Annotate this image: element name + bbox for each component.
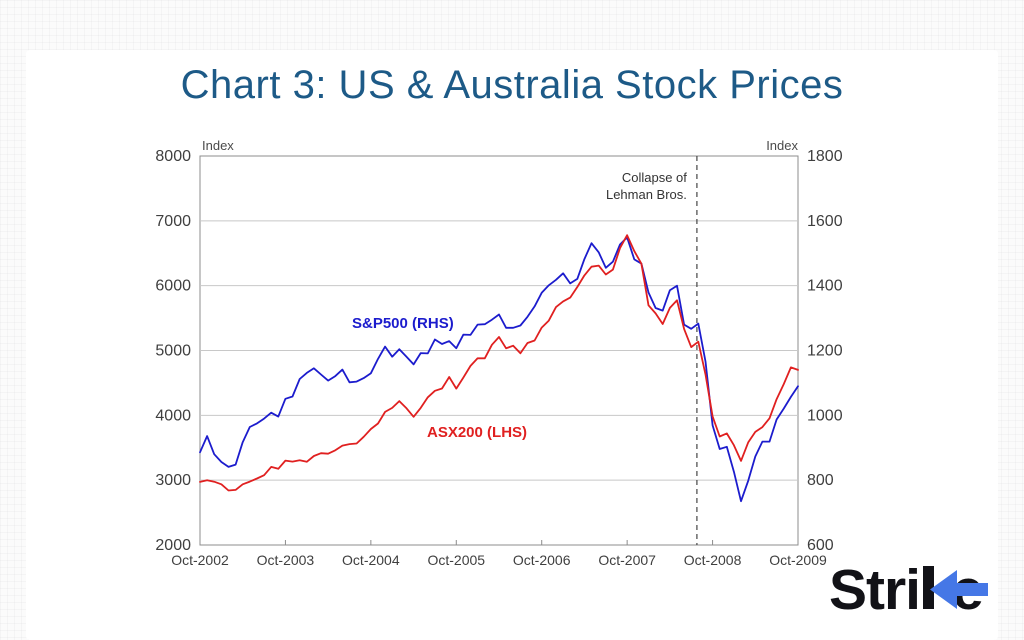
x-tick-label: Oct-2006 — [513, 552, 571, 568]
right-tick-label: 1600 — [807, 213, 843, 230]
annotation-line2: Lehman Bros. — [606, 187, 687, 202]
right-tick-label: 1200 — [807, 343, 843, 360]
left-tick-label: 2000 — [155, 537, 191, 554]
series-line-asx200 — [199, 234, 799, 492]
axis-unit-labels: Index Index — [202, 138, 798, 153]
x-tick-label: Oct-2004 — [342, 552, 400, 568]
left-tick-label: 3000 — [155, 472, 191, 489]
x-tick-label: Oct-2009 — [769, 552, 827, 568]
left-axis-unit-label: Index — [202, 138, 234, 153]
series-labels: S&P500 (RHS) ASX200 (LHS) — [352, 315, 527, 441]
right-tick-label: 1800 — [807, 148, 843, 165]
left-tick-label: 7000 — [155, 213, 191, 230]
left-axis-ticks: 8000 7000 6000 5000 4000 3000 2000 — [155, 148, 191, 554]
right-tick-label: 800 — [807, 472, 834, 489]
x-tick-label: Oct-2007 — [598, 552, 656, 568]
logo-k-stem — [923, 566, 934, 609]
logo-arrow-icon — [930, 570, 988, 609]
right-tick-label: 1000 — [807, 407, 843, 424]
series-line-s&p500 — [199, 236, 799, 503]
right-tick-label: 1400 — [807, 278, 843, 295]
series-label-asx200: ASX200 (LHS) — [427, 424, 527, 441]
chart-title: Chart 3: US & Australia Stock Prices — [180, 63, 844, 107]
annotation-line1: Collapse of — [622, 170, 687, 185]
right-axis-ticks: 1800 1600 1400 1200 1000 800 600 — [807, 148, 843, 554]
strike-logo: Stri e — [829, 559, 988, 621]
left-tick-label: 4000 — [155, 407, 191, 424]
lehman-annotation: Collapse of Lehman Bros. — [606, 156, 698, 545]
x-tick-label: Oct-2003 — [257, 552, 315, 568]
logo-text-stri: Stri — [829, 559, 920, 621]
x-axis-ticks: Oct-2002 Oct-2003 Oct-2004 Oct-2005 Oct-2006… — [171, 540, 827, 568]
x-tick-label: Oct-2002 — [171, 552, 229, 568]
x-tick-label: Oct-2005 — [427, 552, 485, 568]
series-label-s&p500: S&P500 (RHS) — [352, 315, 454, 332]
left-tick-label: 6000 — [155, 278, 191, 295]
x-tick-label: Oct-2008 — [684, 552, 742, 568]
right-tick-label: 600 — [807, 537, 834, 554]
series-lines — [199, 234, 799, 503]
left-tick-label: 8000 — [155, 148, 191, 165]
right-axis-unit-label: Index — [766, 138, 798, 153]
gridlines — [200, 220, 798, 481]
left-tick-label: 5000 — [155, 343, 191, 360]
